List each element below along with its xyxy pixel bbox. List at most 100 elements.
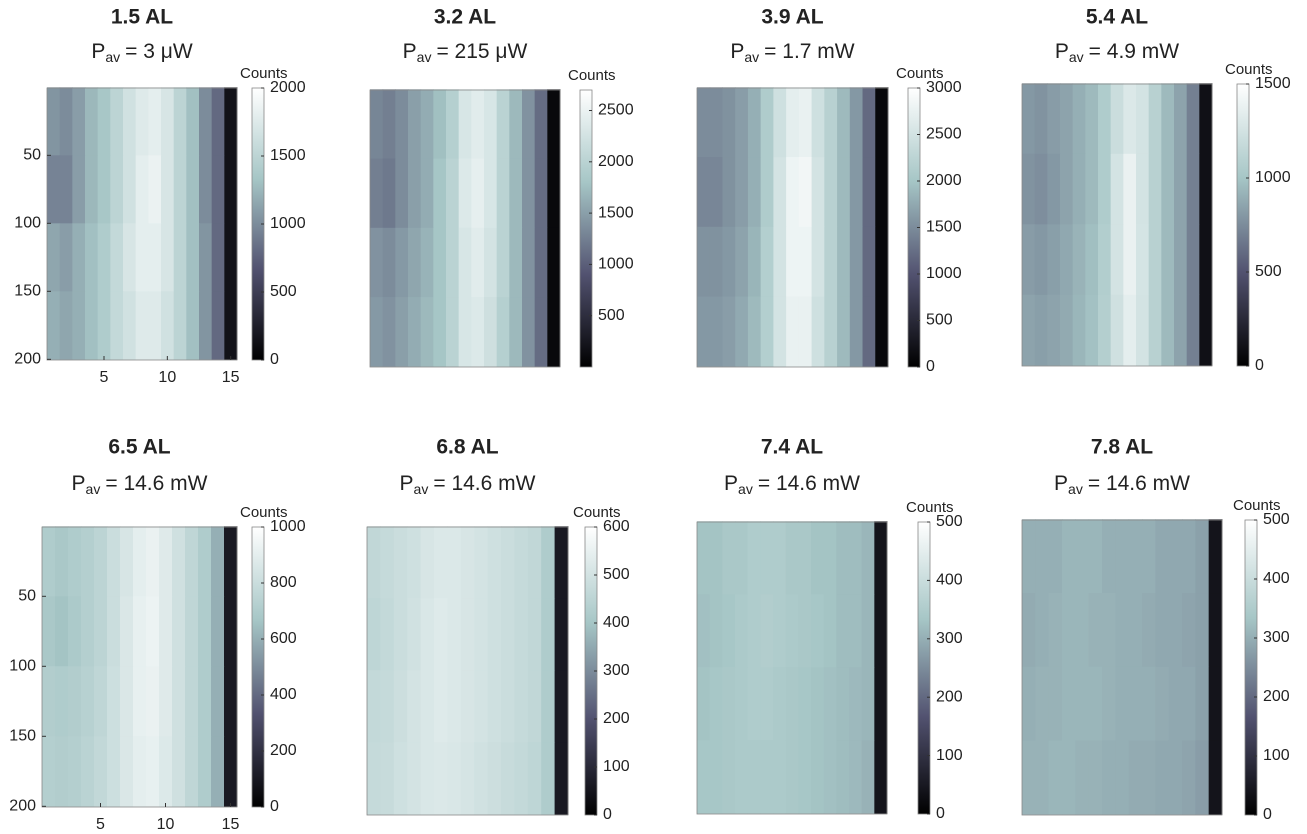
heatmap-cell bbox=[120, 526, 134, 597]
heatmap-cell bbox=[199, 155, 213, 224]
heatmap-cell bbox=[224, 736, 238, 807]
heatmap-cell bbox=[68, 596, 82, 667]
colorbar-tick-label: 500 bbox=[1263, 511, 1290, 528]
heatmap-cell bbox=[487, 598, 502, 671]
colorbar-tick-label: 1000 bbox=[270, 518, 306, 535]
heatmap-cell bbox=[735, 594, 749, 668]
heatmap-cell bbox=[1148, 153, 1162, 225]
heatmap-cell bbox=[1062, 519, 1076, 594]
heatmap-cell bbox=[434, 670, 448, 743]
power-text: = 14.6 mW bbox=[758, 472, 860, 495]
heatmap-cell bbox=[85, 155, 99, 224]
power-symbol: P bbox=[1054, 472, 1068, 495]
colorbar-label: Counts bbox=[240, 504, 288, 521]
heatmap-cell bbox=[824, 87, 838, 158]
heatmap-cell bbox=[382, 297, 396, 367]
power-text: = 14.6 mW bbox=[105, 472, 207, 495]
heatmap-cell bbox=[1136, 153, 1150, 225]
heatmap-cell bbox=[434, 742, 448, 815]
heatmap-cell bbox=[42, 736, 56, 807]
colorbar-tick-label: 400 bbox=[936, 572, 963, 589]
heatmap-cell bbox=[420, 227, 434, 298]
heatmap-cell bbox=[824, 226, 838, 298]
heatmap-cell bbox=[811, 157, 825, 228]
heatmap-cell bbox=[59, 155, 73, 224]
colorbar-tick-label: 100 bbox=[936, 747, 963, 764]
heatmap-cell bbox=[760, 157, 774, 228]
heatmap-cell bbox=[446, 297, 460, 367]
colorbar-tick-label: 1000 bbox=[1255, 169, 1291, 186]
heatmap-cell bbox=[135, 223, 149, 292]
heatmap-cell bbox=[1195, 519, 1210, 594]
heatmap-cell bbox=[471, 89, 485, 160]
heatmap-cell bbox=[773, 594, 787, 668]
heatmap-cell bbox=[1098, 294, 1112, 366]
heatmap-cell bbox=[370, 227, 384, 298]
heatmap-cell bbox=[1088, 740, 1103, 815]
colorbar bbox=[1236, 83, 1250, 367]
heatmap-cell bbox=[420, 297, 434, 367]
heatmap-cell bbox=[747, 594, 761, 668]
heatmap-cell bbox=[133, 596, 147, 667]
heatmap-cell bbox=[1128, 593, 1143, 668]
heatmap-cell bbox=[1136, 294, 1150, 366]
heatmap-cell bbox=[760, 226, 774, 298]
power-symbol: P bbox=[72, 472, 86, 495]
heatmap-cell bbox=[697, 87, 711, 158]
heatmap-cell bbox=[811, 521, 825, 595]
heatmap-cell bbox=[773, 296, 787, 367]
heatmap-cell bbox=[785, 667, 799, 741]
heatmap-cell bbox=[1128, 740, 1143, 815]
heatmap-cell bbox=[1168, 593, 1183, 668]
colorbar-tick-label: 500 bbox=[1255, 263, 1282, 280]
heatmap-cell bbox=[123, 291, 137, 360]
heatmap-cell bbox=[849, 594, 863, 668]
heatmap-cell bbox=[697, 521, 711, 595]
colorbar-tick-label: 500 bbox=[603, 566, 630, 583]
heatmap-cell bbox=[1168, 519, 1183, 594]
heatmap-cell bbox=[408, 297, 422, 367]
heatmap-cell bbox=[1062, 666, 1076, 742]
heatmap-cell bbox=[1102, 666, 1116, 742]
colorbar-tick-label: 0 bbox=[603, 806, 612, 823]
heatmap-cell bbox=[1110, 83, 1124, 155]
heatmap-cell bbox=[722, 157, 736, 228]
heatmap-cell bbox=[159, 666, 173, 737]
heatmap-cell bbox=[161, 291, 175, 360]
heatmap-cell bbox=[458, 297, 472, 367]
heatmap-cell bbox=[1148, 83, 1162, 155]
panel: 6.8 AL Pav = 14.6 mW Counts 0 100 200 300 400 500… bbox=[366, 436, 630, 823]
heatmap-cell bbox=[747, 157, 762, 228]
x-tick-label: 5 bbox=[96, 816, 105, 833]
heatmap-cell bbox=[554, 670, 569, 743]
heatmap-cell bbox=[862, 296, 876, 367]
heatmap-cell bbox=[837, 226, 851, 298]
heatmap-cell bbox=[42, 666, 56, 737]
heatmap-cell bbox=[420, 742, 435, 815]
heatmap-cell bbox=[861, 667, 875, 741]
heatmap-cell bbox=[837, 296, 851, 367]
heatmap-cell bbox=[697, 667, 711, 741]
heatmap-cell bbox=[823, 740, 837, 814]
heatmap-cell bbox=[211, 526, 225, 597]
heatmap-cell bbox=[722, 226, 736, 298]
heatmap-cell bbox=[474, 598, 489, 671]
heatmap-cell bbox=[1182, 666, 1196, 742]
power-label: Pav = 1.7 mW bbox=[730, 40, 854, 65]
heatmap-cell bbox=[773, 226, 787, 298]
heatmap-cell bbox=[172, 596, 186, 667]
x-tick-label: 15 bbox=[222, 816, 240, 833]
y-tick-label: 200 bbox=[9, 798, 36, 815]
power-symbol: P bbox=[724, 472, 738, 495]
colorbar bbox=[579, 89, 593, 368]
heatmap-cell bbox=[474, 742, 489, 815]
heatmap-cell bbox=[1075, 519, 1090, 594]
colorbar-tick-label: 0 bbox=[1255, 357, 1264, 374]
y-tick-label: 150 bbox=[14, 283, 41, 300]
heatmap-cell bbox=[1022, 83, 1036, 155]
heatmap-cell bbox=[501, 598, 515, 671]
heatmap-cell bbox=[514, 526, 529, 599]
heatmap-cell bbox=[509, 297, 523, 367]
heatmap-cell bbox=[811, 740, 825, 814]
heatmap-cell bbox=[1072, 83, 1086, 155]
